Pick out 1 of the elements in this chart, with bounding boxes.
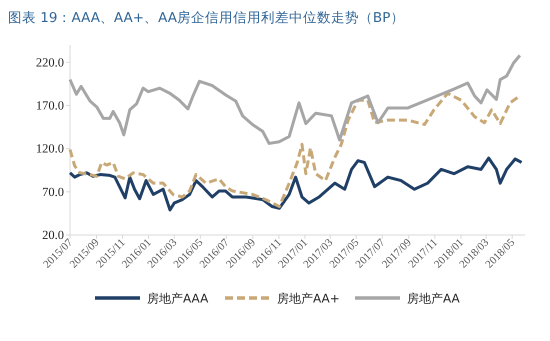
title: 图表 19：AAA、AA+、AA房企信用信用利差中位数走势（BP） <box>8 10 404 26</box>
